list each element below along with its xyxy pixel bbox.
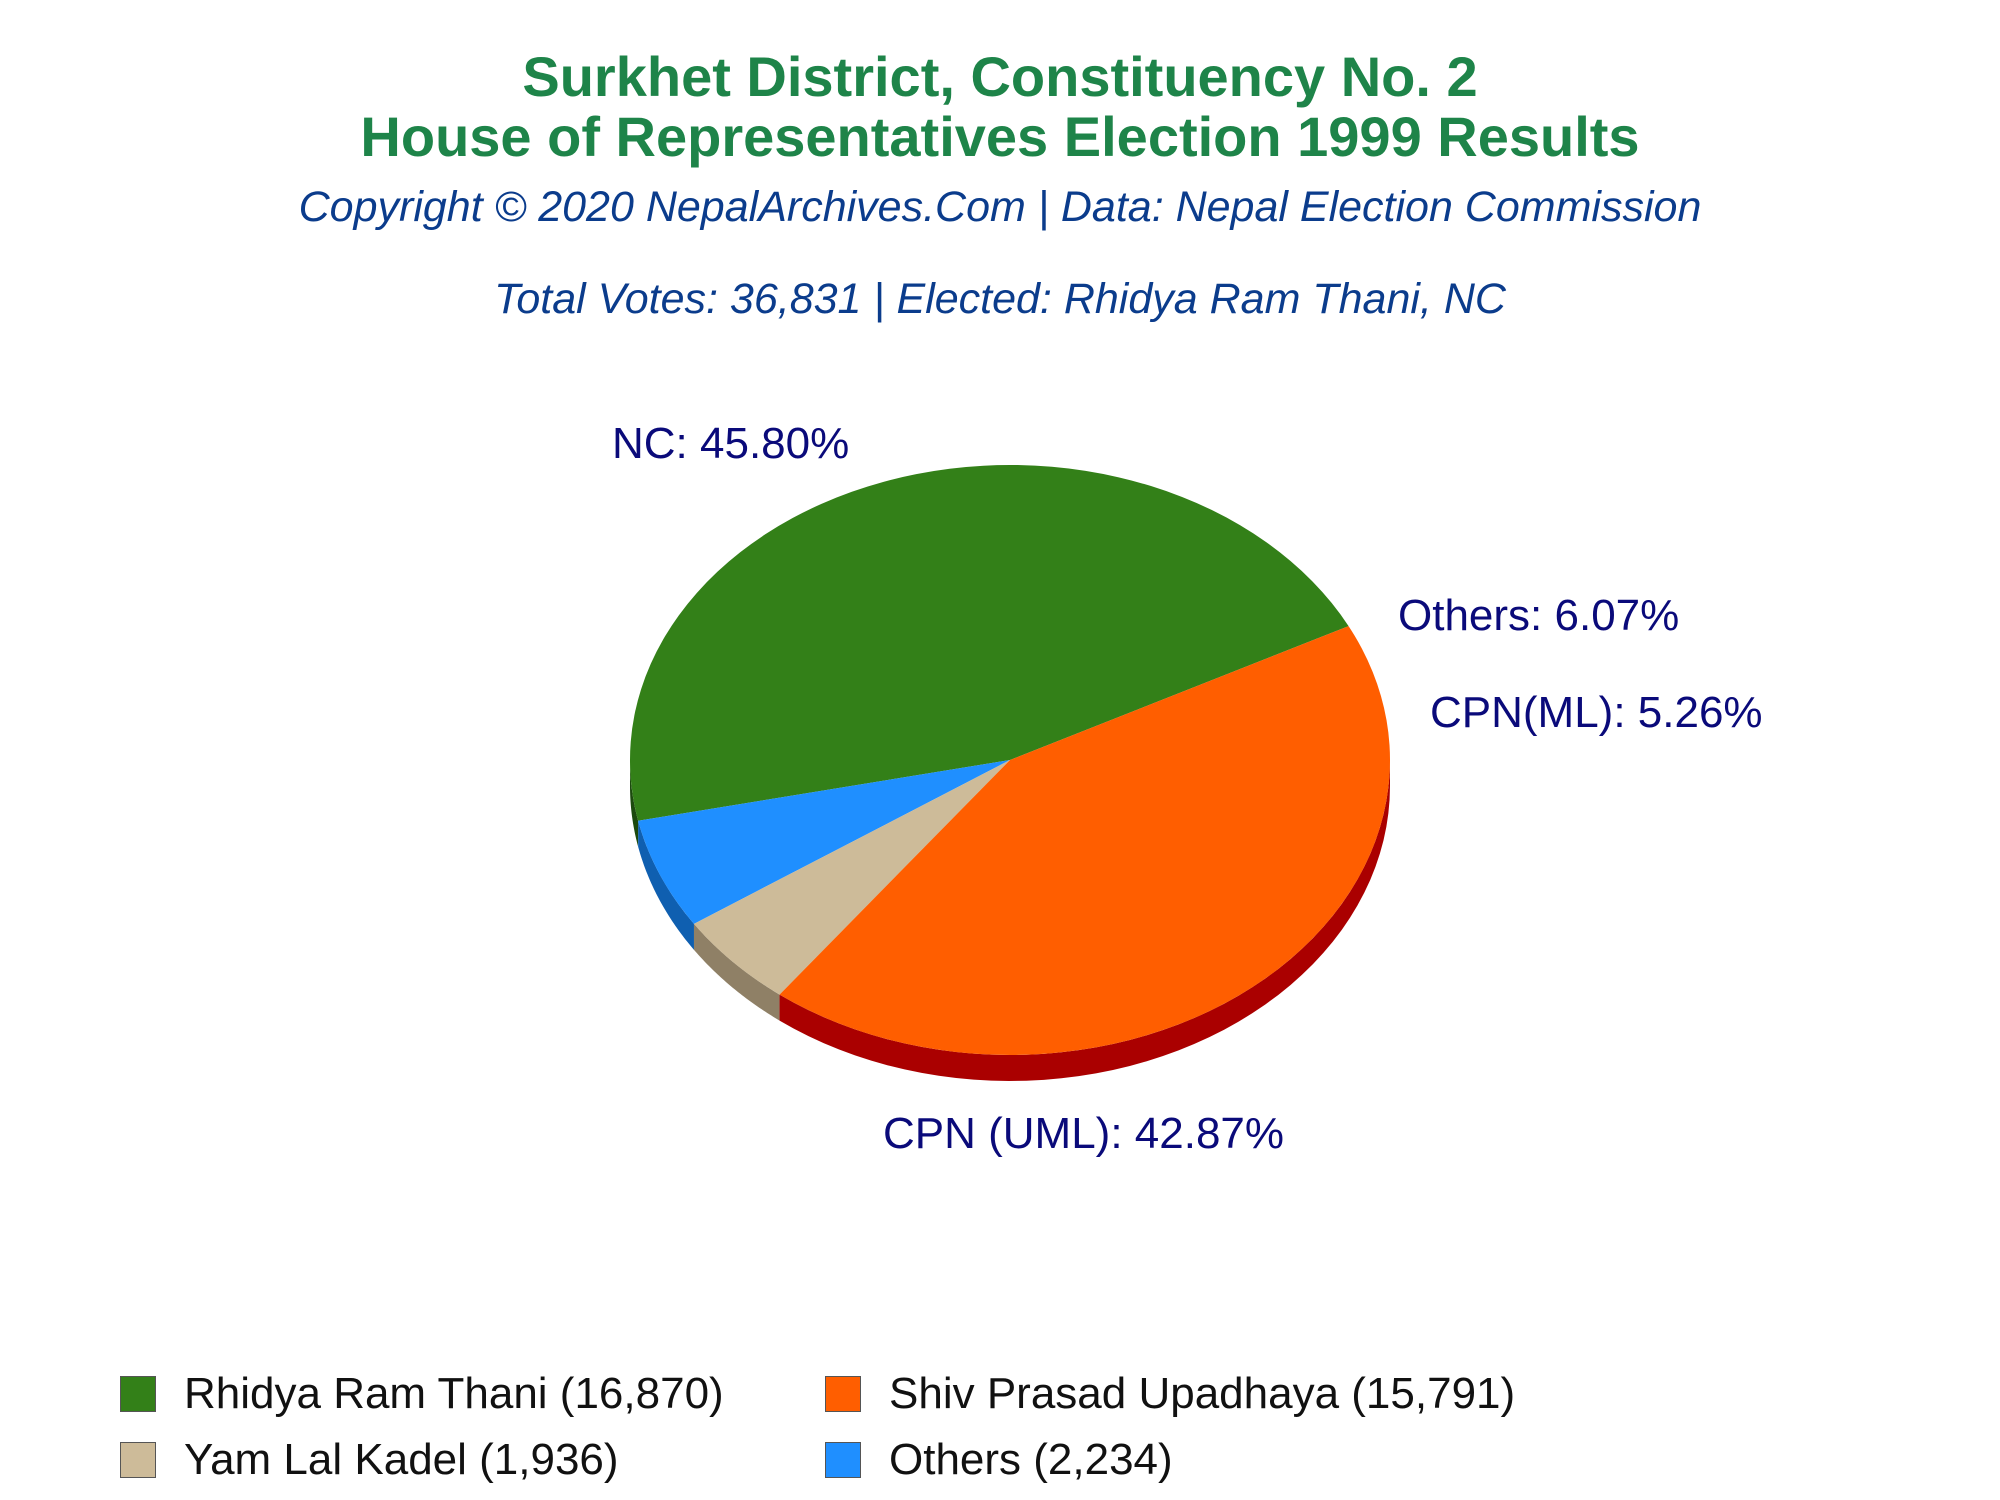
pie-slice-nc (630, 464, 1349, 821)
legend-label-others: Others (2,234) (889, 1435, 1173, 1484)
legend-label-cpnml: Yam Lal Kadel (1,936) (184, 1435, 619, 1484)
legend-label-nc: Rhidya Ram Thani (16,870) (184, 1369, 724, 1418)
copyright-text: Copyright © 2020 NepalArchives.Com | Dat… (298, 183, 1702, 231)
legend-item-others: Others (2,234) (825, 1431, 1725, 1489)
legend-swatch-uml (825, 1376, 861, 1412)
chart-title-line-1: Surkhet District, Constituency No. 2 (522, 45, 1478, 108)
chart-title-line-2: House of Representatives Election 1999 R… (360, 105, 1640, 168)
legend-item-cpnml: Yam Lal Kadel (1,936) (120, 1431, 825, 1489)
legend-item-uml: Shiv Prasad Upadhaya (15,791) (825, 1365, 1725, 1423)
pie-side-nc (630, 760, 639, 847)
pie-side-others (638, 820, 694, 950)
summary-text: Total Votes: 36,831 | Elected: Rhidya Ra… (494, 275, 1506, 323)
legend-label-uml: Shiv Prasad Upadhaya (15,791) (889, 1369, 1516, 1418)
slice-label-uml: CPN (UML): 42.87% (883, 1109, 1284, 1158)
legend: Rhidya Ram Thani (16,870) Shiv Prasad Upa… (120, 1365, 1820, 1489)
slice-label-nc: NC: 45.80% (612, 419, 849, 468)
pie-side-cpnml (693, 923, 780, 1021)
legend-swatch-cpnml (120, 1442, 156, 1478)
legend-item-nc: Rhidya Ram Thani (16,870) (120, 1365, 825, 1423)
pie-side-uml (779, 760, 1390, 1081)
slice-label-others: Others: 6.07% (1398, 591, 1679, 640)
legend-swatch-nc (120, 1376, 156, 1412)
pie-slice-others (638, 760, 1010, 924)
slice-label-cpnml: CPN(ML): 5.26% (1430, 688, 1763, 737)
pie-slice-cpnml (693, 760, 1010, 995)
legend-swatch-others (825, 1442, 861, 1478)
pie-slice-uml (779, 626, 1391, 1056)
